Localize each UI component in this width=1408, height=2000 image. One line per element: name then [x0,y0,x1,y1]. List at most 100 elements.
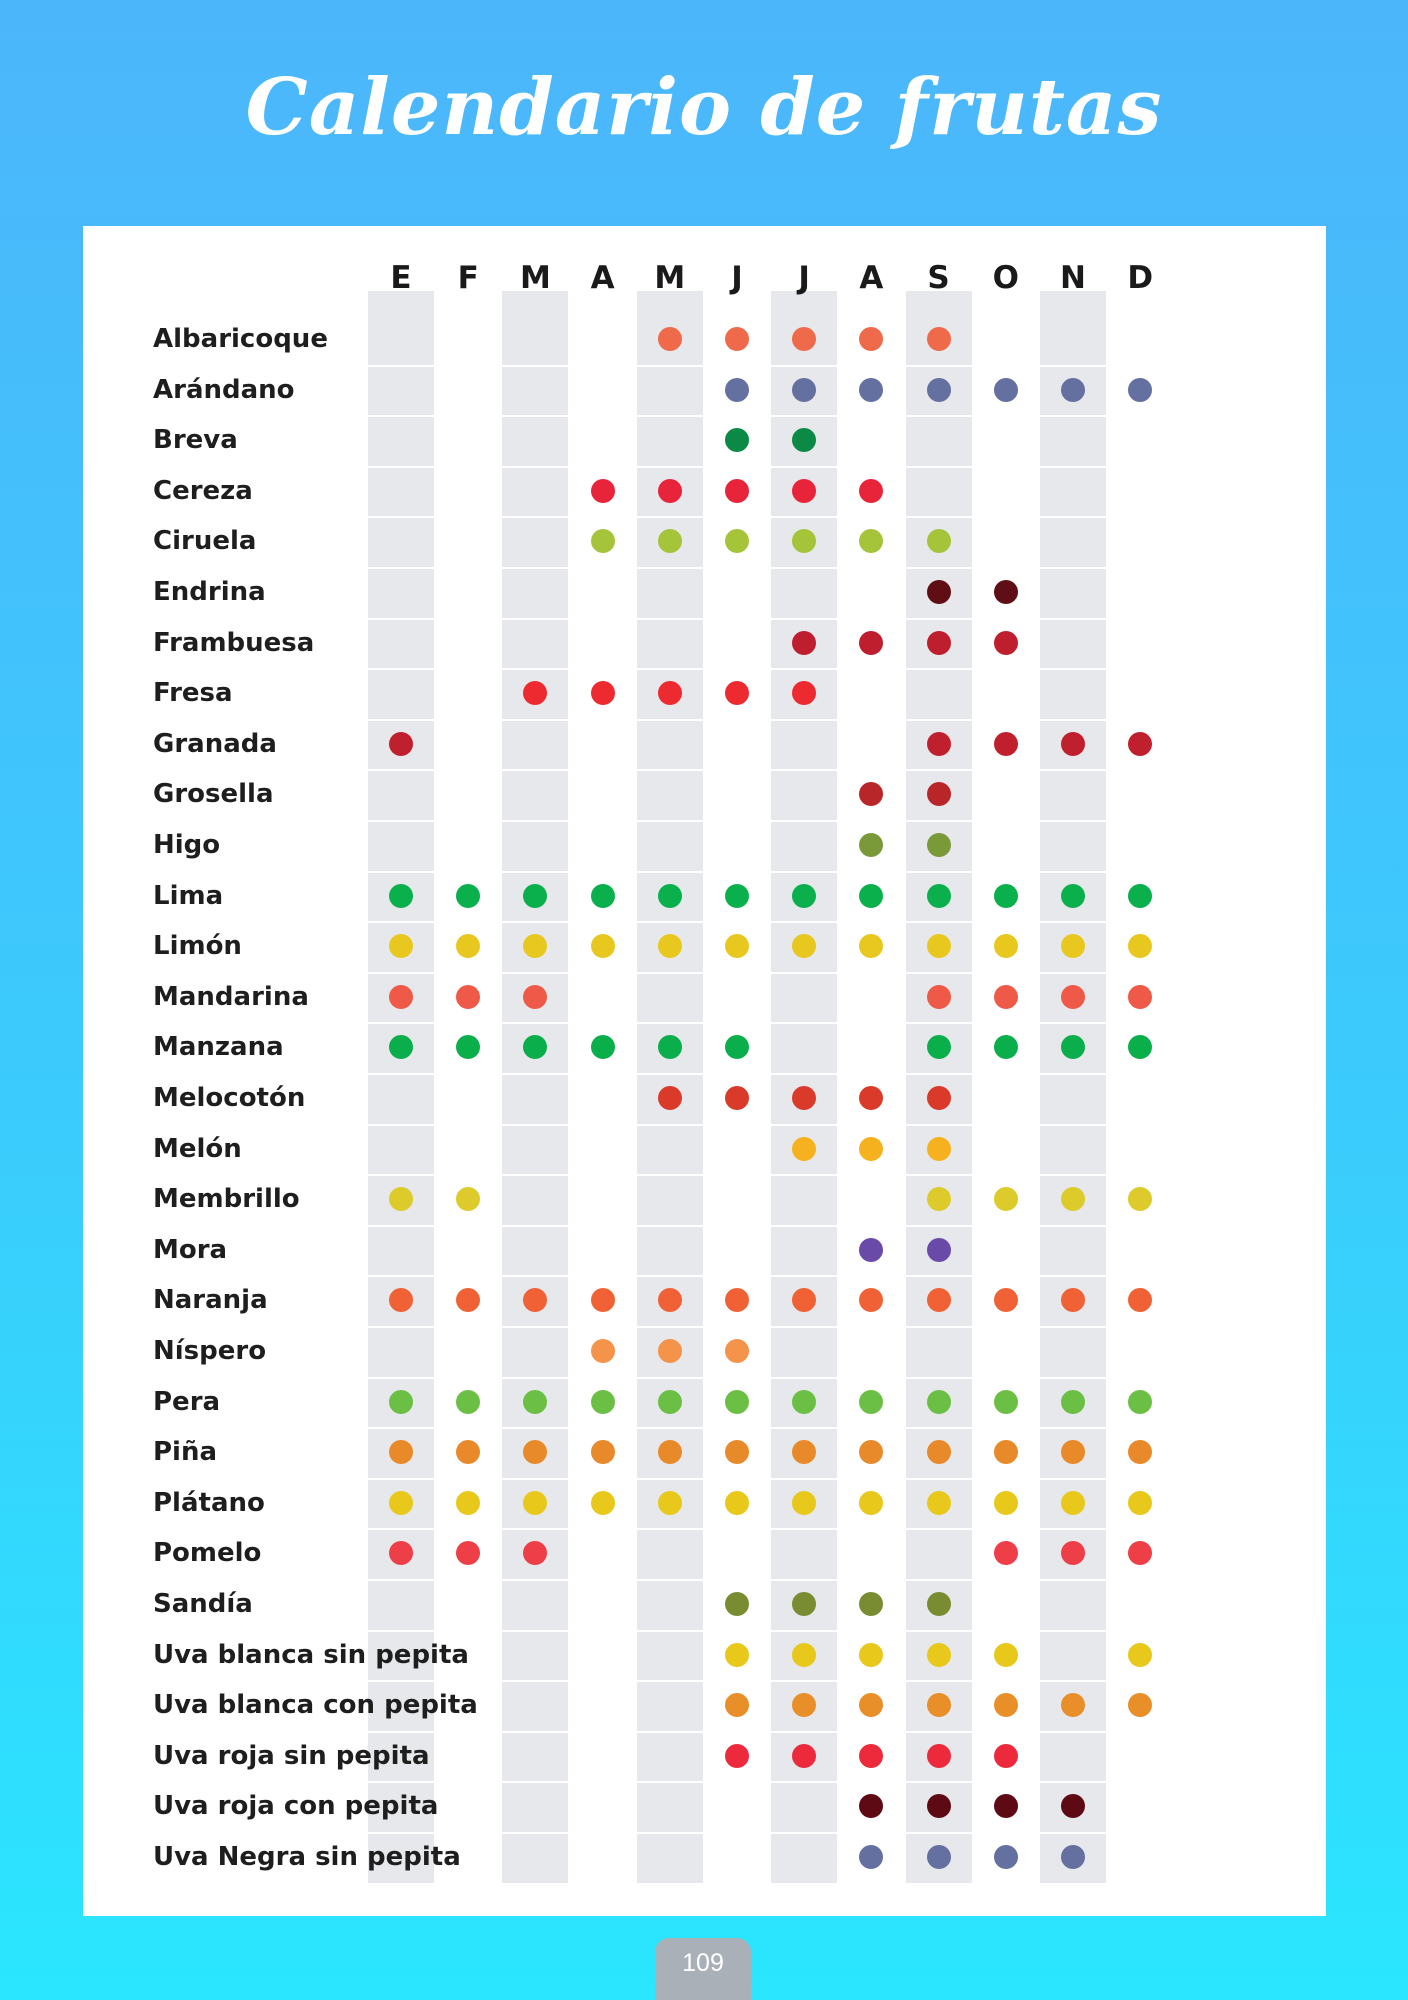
season-dot [1061,1845,1085,1869]
season-dot [725,1490,749,1515]
shaded-cell [368,1125,434,1175]
season-dot [523,883,548,908]
season-dot [389,1288,413,1313]
page-title: Calendario de frutas [245,62,1163,153]
season-dot [993,1288,1018,1313]
shaded-cell [905,670,972,719]
shaded-cell [636,1226,703,1276]
season-dot [657,934,682,959]
season-dot [725,529,749,554]
season-dot [523,1440,548,1465]
season-dot [725,428,749,453]
season-dot [1128,934,1153,959]
shaded-cell [502,569,569,618]
season-dot [1128,984,1153,1009]
season-dot [725,681,749,706]
season-dot [725,1288,749,1313]
season-dot [859,529,884,554]
shaded-cell [1040,518,1106,567]
fruit-label: Melón [153,1133,242,1164]
season-dot [657,1440,682,1465]
shaded-cell [771,1328,838,1377]
shaded-cell [368,619,434,669]
fruit-label: Cereza [153,475,253,506]
season-dot [926,1845,951,1869]
season-dot [993,580,1018,604]
season-dot [389,1440,413,1465]
shaded-cell [636,1125,703,1175]
season-dot [993,1490,1018,1515]
season-dot [792,1693,817,1718]
season-dot [926,1288,951,1313]
season-dot [859,1845,884,1869]
season-dot [859,1288,884,1313]
season-dot [1061,1389,1085,1414]
shaded-cell [1040,417,1106,466]
shaded-cell [502,467,569,517]
shaded-cell [636,1732,703,1782]
season-dot [859,833,884,857]
season-dot [1061,1035,1085,1060]
season-dot [792,1086,817,1110]
fruit-label: Membrillo [153,1184,300,1215]
shaded-cell [368,291,434,365]
season-dot [590,1035,615,1060]
shaded-cell [1040,822,1106,871]
shaded-cell [368,1783,434,1832]
shaded-cell [368,569,434,618]
season-dot [792,1440,817,1465]
shaded-cell [1040,670,1106,719]
shaded-cell [636,619,703,669]
shaded-cell [905,467,972,517]
fruit-label: Uva roja sin pepita [153,1740,430,1771]
shaded-cell [502,1682,569,1731]
season-dot [859,1642,884,1667]
page-number: 109 [655,1938,751,2000]
fruit-label: Piña [153,1437,218,1468]
month-header: A [590,260,615,296]
season-dot [993,1440,1018,1465]
season-dot [725,1743,749,1768]
shaded-cell [636,1834,703,1883]
season-dot [926,883,951,908]
month-header: J [731,260,743,296]
season-dot [859,1592,884,1616]
season-dot [590,934,615,959]
shaded-cell [502,1125,569,1175]
season-dot [590,1288,615,1313]
fruit-label: Higo [153,830,221,860]
shaded-cell [502,1834,569,1883]
season-dot [926,327,951,351]
season-dot [792,1592,817,1616]
shaded-cell [636,1783,703,1832]
season-dot [657,883,682,908]
shaded-cell [368,417,434,466]
season-dot [926,1794,951,1819]
shaded-cell [905,417,972,466]
fruit-label: Pomelo [153,1538,262,1569]
season-dot [792,630,817,655]
month-header: S [927,260,950,296]
month-header: F [457,260,479,296]
season-dot [926,1136,951,1161]
season-dot [792,681,817,706]
month-header: A [859,260,884,296]
season-dot [523,1288,548,1313]
month-header: M [519,260,551,296]
shaded-cell [502,417,569,466]
fruit-label: Uva roja con pepita [153,1791,439,1822]
shaded-cell [636,569,703,618]
season-dot [657,1490,682,1515]
season-dot [926,782,951,807]
season-dot [725,1693,749,1718]
season-dot [792,478,817,503]
season-dot [859,1490,884,1515]
fruit-label: Mandarina [153,981,309,1012]
season-dot [993,731,1018,756]
shaded-cell [1040,619,1106,669]
season-dot [1061,883,1085,908]
season-dot [792,1642,817,1667]
season-dot [1061,934,1085,959]
season-dot [792,1288,817,1313]
season-dot [590,883,615,908]
